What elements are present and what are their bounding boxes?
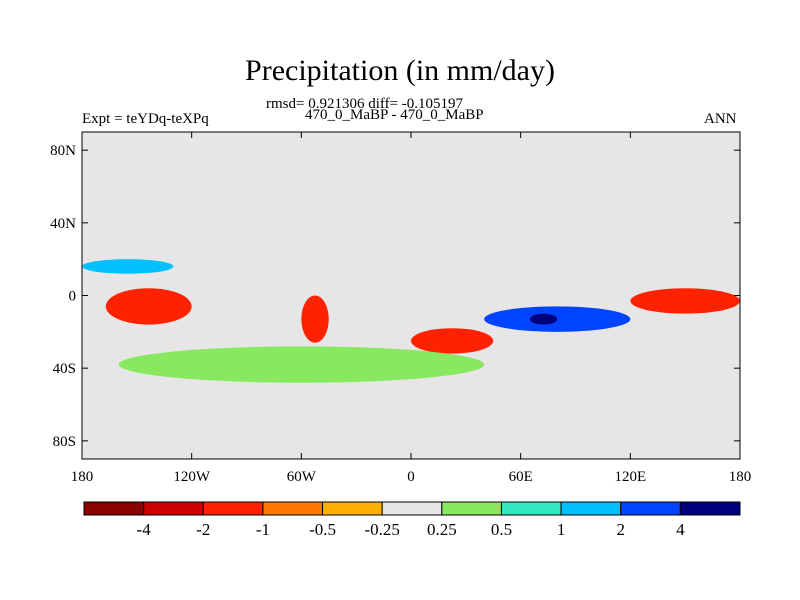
- anomaly-west-pacific-dry: [630, 288, 740, 314]
- colorbar-swatch: [143, 501, 204, 516]
- anomaly-north-pacific-wet: [82, 259, 174, 274]
- x-tick-label: 0: [407, 469, 415, 485]
- y-tick-label: 0: [69, 289, 77, 305]
- x-tick-label: 180: [71, 469, 94, 485]
- x-tick-label: 120E: [614, 469, 646, 485]
- colorbar-label: 2: [616, 520, 625, 539]
- colorbar-swatch: [620, 501, 681, 516]
- colorbar-swatch: [202, 501, 264, 516]
- anomaly-south-atlantic-dry: [411, 328, 494, 354]
- anomaly-tropical-atlantic-dry: [301, 295, 329, 343]
- colorbar-label: 0.25: [427, 520, 457, 539]
- colorbar-label: -4: [137, 520, 152, 539]
- colorbar-swatch: [83, 501, 145, 516]
- x-tick-label: 120W: [173, 469, 211, 485]
- field-layer: [82, 213, 740, 383]
- colorbar-label: -0.5: [309, 520, 336, 539]
- colorbar-swatch: [679, 501, 741, 516]
- experiment-label: Expt = teYDq-teXPq: [82, 111, 209, 127]
- colorbar-label: 0.5: [491, 520, 512, 539]
- colorbar-swatch: [560, 501, 622, 516]
- chart-title: Precipitation (in mm/day): [245, 54, 555, 87]
- colorbar-swatch: [441, 501, 502, 516]
- plot-background: [82, 132, 740, 459]
- x-tick-label: 60W: [287, 469, 317, 485]
- colorbar-swatch: [381, 501, 443, 516]
- period-subtitle: 470_0_MaBP - 470_0_MaBP: [305, 107, 484, 123]
- colorbar-label: -0.25: [364, 520, 399, 539]
- y-tick-label: 40N: [50, 216, 76, 232]
- colorbar-label: 4: [676, 520, 685, 539]
- y-tick-label: 80N: [50, 143, 76, 159]
- anomaly-southern-ocean-wet: [118, 346, 485, 383]
- anomaly-tropical-pacific-dry-core: [105, 288, 192, 325]
- x-tick-label: 180: [729, 469, 752, 485]
- stats-subtitle: rmsd= 0.921306 diff= -0.105197: [266, 96, 464, 112]
- anomaly-indian-ocean-wet-core: [529, 313, 558, 325]
- x-tick-label: 60E: [509, 469, 533, 485]
- season-label: ANN: [704, 111, 737, 127]
- colorbar-label: 1: [557, 520, 566, 539]
- colorbar-swatch: [322, 501, 383, 516]
- colorbar-label: -2: [196, 520, 210, 539]
- y-tick-label: 80S: [53, 434, 76, 450]
- colorbar-swatch: [262, 501, 324, 516]
- y-tick-label: 40S: [53, 361, 76, 377]
- colorbar-label: -1: [256, 520, 270, 539]
- anomaly-subtropical-dry-band: [191, 213, 466, 245]
- colorbar-swatch: [500, 501, 562, 516]
